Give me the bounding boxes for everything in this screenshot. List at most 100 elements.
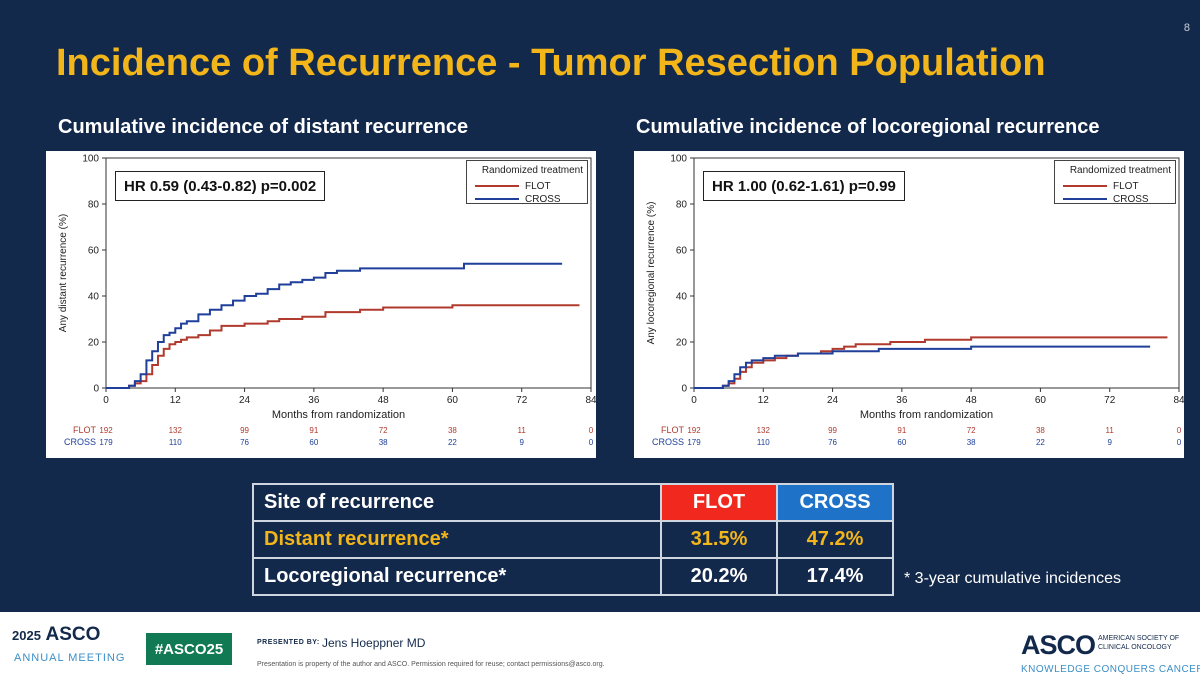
y-tick-label: 60 <box>676 246 688 257</box>
legend: Randomized treatment FLOT CROSS <box>1054 160 1176 205</box>
x-tick-label: 0 <box>691 395 697 406</box>
legend-title: Randomized treatment <box>481 165 583 176</box>
presented-by-label: PRESENTED BY: <box>257 639 320 646</box>
table-header-flot: FLOT <box>660 483 778 522</box>
hazard-ratio-annotation: HR 1.00 (0.62-1.61) p=0.99 <box>703 171 905 201</box>
legend: Randomized treatment FLOT CROSS <box>466 160 588 205</box>
table-cell-flot: 31.5% <box>660 520 778 559</box>
y-tick-label: 60 <box>88 246 100 257</box>
risk-table-value: 76 <box>828 438 837 447</box>
recurrence-table: Site of recurrence FLOT CROSS Distant re… <box>252 483 894 596</box>
risk-table-label: FLOT <box>73 425 97 435</box>
risk-table-value: 192 <box>99 426 113 435</box>
y-tick-label: 0 <box>93 384 99 395</box>
meeting-year: 2025 <box>12 628 41 643</box>
table-cell-cross: 47.2% <box>776 520 894 559</box>
series-line-flot <box>694 336 1168 389</box>
risk-table-value: 11 <box>1106 426 1115 435</box>
legend-title: Randomized treatment <box>1069 165 1171 176</box>
asco-tagline: KNOWLEDGE CONQUERS CANCER <box>1021 664 1200 675</box>
x-tick-label: 60 <box>1035 395 1047 406</box>
risk-table-value: 38 <box>379 438 388 447</box>
chart-svg: 0 20 40 60 80 100 0 12 24 36 48 60 72 84 Months from r… <box>58 154 596 448</box>
y-tick-label: 0 <box>681 384 687 395</box>
table-cell-site: Locoregional recurrence* <box>252 557 662 596</box>
legend-item-flot: FLOT <box>1063 180 1139 192</box>
meeting-logo: 2025 ASCO <box>12 624 100 646</box>
y-tick-label: 20 <box>88 338 100 349</box>
series-line-flot <box>106 304 580 389</box>
chart-title-distant: Cumulative incidence of distant recurren… <box>58 116 469 138</box>
risk-table-label: FLOT <box>661 425 685 435</box>
asco-logo: ASCO <box>1021 630 1096 660</box>
legend-item-cross: CROSS <box>475 193 561 205</box>
risk-table-value: 110 <box>169 438 182 447</box>
risk-table-value: 11 <box>518 426 527 435</box>
risk-table-value: 179 <box>687 438 701 447</box>
risk-table-value: 60 <box>309 438 318 447</box>
risk-table-label: CROSS <box>652 437 684 447</box>
risk-table-value: 99 <box>828 426 837 435</box>
y-tick-label: 40 <box>676 292 688 303</box>
x-tick-label: 12 <box>170 395 182 406</box>
risk-table-value: 38 <box>1036 426 1045 435</box>
plot-frame <box>693 157 1180 389</box>
table-row: Distant recurrence* 31.5% 47.2% <box>252 520 894 559</box>
risk-table-value: 38 <box>967 438 976 447</box>
legend-item-flot: FLOT <box>475 180 551 192</box>
risk-table-value: 91 <box>897 426 906 435</box>
risk-table-value: 0 <box>589 438 594 447</box>
risk-table-value: 22 <box>1036 438 1045 447</box>
series-line-cross <box>694 345 1151 389</box>
legend-label-cross: CROSS <box>525 193 561 205</box>
hazard-ratio-annotation: HR 0.59 (0.43-0.82) p=0.002 <box>115 171 326 201</box>
risk-table-value: 132 <box>757 426 771 435</box>
table-header-site: Site of recurrence <box>252 483 662 522</box>
table-cell-cross: 17.4% <box>776 557 894 596</box>
legend-swatch-cross <box>475 198 519 200</box>
risk-table-value: 76 <box>240 438 249 447</box>
x-tick-label: 60 <box>447 395 459 406</box>
risk-table-value: 99 <box>240 426 249 435</box>
x-tick-label: 84 <box>585 395 596 406</box>
table-row: Locoregional recurrence* 20.2% 17.4% <box>252 557 894 596</box>
legend-label-flot: FLOT <box>1113 180 1139 192</box>
x-axis-label: Months from randomization <box>272 409 405 421</box>
x-tick-label: 72 <box>1104 395 1116 406</box>
footer: 2025 ASCO ANNUAL MEETING #ASCO25 PRESENT… <box>0 612 1200 681</box>
table-cell-flot: 20.2% <box>660 557 778 596</box>
risk-table-value: 179 <box>99 438 113 447</box>
x-axis-label: Months from randomization <box>860 409 993 421</box>
legend-label-cross: CROSS <box>1113 193 1149 205</box>
y-tick-label: 80 <box>88 200 100 211</box>
slide-number: 8 <box>1183 22 1190 34</box>
x-tick-label: 12 <box>758 395 770 406</box>
chart-distant-recurrence: 0 20 40 60 80 100 0 12 24 36 48 60 72 84 Months from r… <box>46 151 596 458</box>
x-tick-label: 72 <box>516 395 528 406</box>
risk-table-value: 22 <box>448 438 457 447</box>
risk-table-value: 0 <box>1177 438 1182 447</box>
meeting-asco: ASCO <box>45 624 101 645</box>
x-tick-label: 24 <box>827 395 839 406</box>
y-tick-label: 20 <box>676 338 688 349</box>
risk-table-value: 60 <box>897 438 906 447</box>
x-tick-label: 24 <box>239 395 251 406</box>
risk-table-value: 0 <box>589 426 594 435</box>
y-axis-label: Any distant recurrence (%) <box>58 214 69 332</box>
table-footnote: * 3-year cumulative incidences <box>904 570 1121 587</box>
presenter-name: Jens Hoeppner MD <box>322 636 426 650</box>
y-tick-label: 80 <box>676 200 688 211</box>
y-tick-label: 100 <box>670 154 687 165</box>
disclaimer-text: Presentation is property of the author a… <box>257 661 605 668</box>
table-header-cross: CROSS <box>776 483 894 522</box>
x-tick-label: 36 <box>308 395 320 406</box>
risk-table-value: 9 <box>519 438 524 447</box>
x-tick-label: 0 <box>103 395 109 406</box>
risk-table-value: 110 <box>757 438 770 447</box>
plot-frame <box>105 157 592 389</box>
risk-table-value: 132 <box>169 426 183 435</box>
y-tick-label: 100 <box>82 154 99 165</box>
x-tick-label: 48 <box>966 395 978 406</box>
risk-table-value: 91 <box>309 426 318 435</box>
legend-label-flot: FLOT <box>525 180 551 192</box>
